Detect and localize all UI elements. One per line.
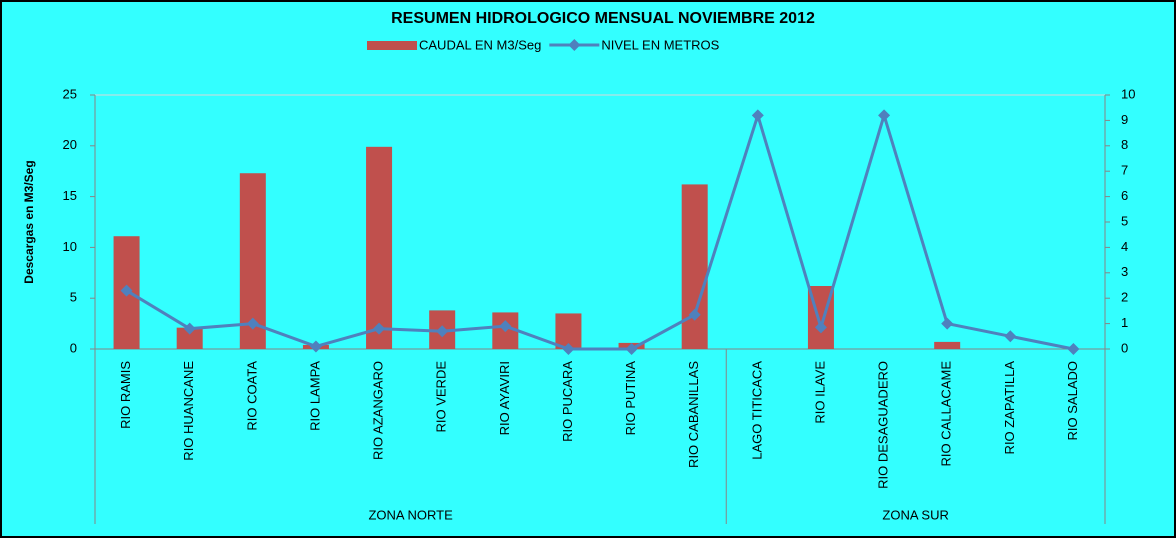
y2-tick-label: 8 bbox=[1121, 137, 1128, 152]
y-tick-label: 25 bbox=[63, 86, 77, 101]
chart-title: RESUMEN HIDROLOGICO MENSUAL NOVIEMBRE 20… bbox=[391, 10, 815, 27]
x-tick-label: RIO ILAVE bbox=[812, 361, 827, 424]
bar bbox=[176, 327, 203, 349]
x-tick-label: RIO HUANCANE bbox=[181, 361, 196, 461]
y2-tick-label: 3 bbox=[1121, 264, 1128, 279]
y-axis-label: Descargas en M3/Seg bbox=[22, 160, 36, 283]
x-tick-label: RIO RAMIS bbox=[118, 361, 133, 429]
y2-tick-label: 6 bbox=[1121, 188, 1128, 203]
point bbox=[436, 325, 449, 338]
bar bbox=[934, 341, 961, 349]
point bbox=[751, 109, 764, 122]
x-tick-label: RIO CABANILLAS bbox=[686, 361, 701, 468]
y-tick-label: 5 bbox=[70, 290, 77, 305]
y2-tick-label: 10 bbox=[1121, 86, 1135, 101]
point bbox=[688, 308, 701, 321]
x-tick-label: RIO PUTINA bbox=[623, 361, 638, 436]
point bbox=[1067, 343, 1080, 355]
group-label: ZONA SUR bbox=[882, 507, 948, 522]
point bbox=[309, 340, 322, 353]
line bbox=[125, 110, 1074, 351]
point bbox=[625, 343, 638, 355]
point bbox=[246, 317, 259, 330]
point bbox=[941, 317, 954, 330]
point bbox=[814, 321, 827, 334]
x-tick-label: RIO CALLACAME bbox=[939, 361, 954, 467]
point bbox=[120, 284, 133, 297]
x-tick-label: RIO ZAPATILLA bbox=[1002, 361, 1017, 455]
y2-tick-label: 0 bbox=[1121, 340, 1128, 355]
point bbox=[878, 109, 891, 122]
x-tick-label: RIO VERDE bbox=[434, 361, 449, 433]
point bbox=[562, 343, 575, 355]
y2-tick-label: 2 bbox=[1121, 290, 1128, 305]
x-tick-label: RIO AYAVIRI bbox=[497, 361, 512, 435]
x-tick-label: RIO SALADO bbox=[1065, 361, 1080, 440]
group-label: ZONA NORTE bbox=[368, 507, 453, 522]
x-tick-label: RIO COATA bbox=[244, 361, 259, 431]
point bbox=[499, 320, 512, 333]
x-tick-label: RIO PUCARA bbox=[560, 361, 575, 442]
y2-tick-label: 1 bbox=[1121, 315, 1128, 330]
legend-label: NIVEL EN METROS bbox=[601, 37, 719, 52]
bar bbox=[366, 146, 393, 349]
x-tick-label: RIO AZANGARO bbox=[371, 361, 386, 460]
y-tick-label: 0 bbox=[70, 340, 77, 355]
y2-tick-label: 5 bbox=[1121, 213, 1128, 228]
x-tick-label: LAGO TITICACA bbox=[749, 361, 764, 460]
x-tick-label: RIO DESAGUADERO bbox=[876, 361, 891, 489]
legend-swatch bbox=[367, 41, 417, 50]
legend-swatch bbox=[568, 39, 581, 51]
y2-tick-label: 7 bbox=[1121, 163, 1128, 178]
legend-label: CAUDAL EN M3/Seg bbox=[419, 37, 541, 52]
y-tick-label: 15 bbox=[63, 188, 77, 203]
bar bbox=[681, 184, 708, 349]
y-tick-label: 20 bbox=[63, 137, 77, 152]
y2-tick-label: 9 bbox=[1121, 112, 1128, 127]
point bbox=[183, 322, 196, 335]
y-tick-label: 10 bbox=[63, 239, 77, 254]
point bbox=[1004, 330, 1017, 343]
y2-tick-label: 4 bbox=[1121, 239, 1128, 254]
point bbox=[373, 322, 386, 335]
x-tick-label: RIO LAMPA bbox=[307, 361, 322, 431]
